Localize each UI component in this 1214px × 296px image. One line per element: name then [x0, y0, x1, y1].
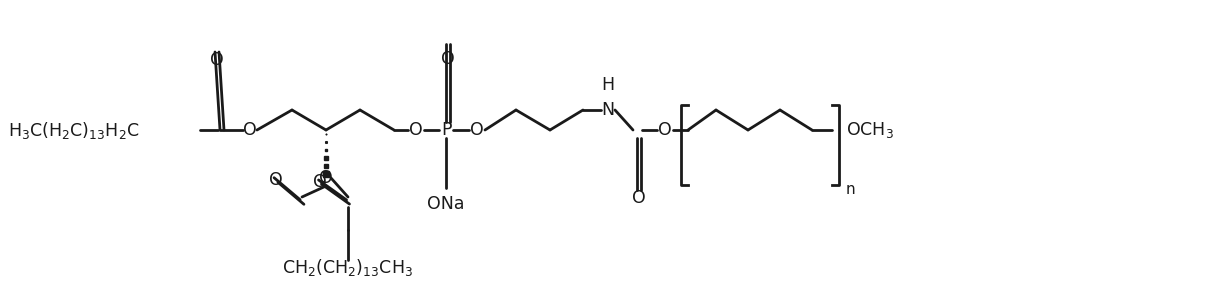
- Text: O: O: [243, 121, 257, 139]
- Text: O: O: [270, 171, 283, 189]
- Text: O: O: [409, 121, 422, 139]
- Text: OCH$_3$: OCH$_3$: [846, 120, 894, 140]
- Text: P: P: [441, 121, 452, 139]
- Text: O: O: [441, 50, 455, 68]
- Text: O: O: [210, 51, 223, 69]
- Text: O: O: [658, 121, 671, 139]
- Text: O: O: [319, 169, 333, 187]
- Text: H: H: [601, 76, 614, 94]
- Text: ONa: ONa: [427, 195, 465, 213]
- Text: CH$_2$(CH$_2$)$_{13}$CH$_3$: CH$_2$(CH$_2$)$_{13}$CH$_3$: [283, 258, 414, 279]
- Text: O: O: [313, 173, 327, 191]
- Text: n: n: [846, 182, 856, 197]
- Text: O: O: [632, 189, 646, 207]
- Text: H$_3$C(H$_2$C)$_{13}$H$_2$C: H$_3$C(H$_2$C)$_{13}$H$_2$C: [8, 120, 140, 141]
- Text: O: O: [470, 121, 484, 139]
- Text: N: N: [601, 101, 614, 119]
